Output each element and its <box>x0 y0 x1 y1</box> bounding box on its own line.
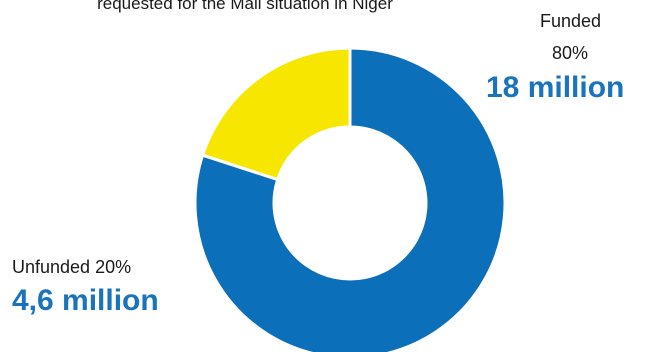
chart-title: requested for the Mali situation in Nige… <box>97 0 393 13</box>
funded-label: Funded <box>540 11 602 31</box>
slice-unfunded <box>200 46 352 182</box>
funded-percent: 80% <box>552 43 589 63</box>
unfunded-label: Unfunded 20% <box>12 257 132 277</box>
unfunded-amount: 4,6 million <box>12 284 159 317</box>
funded-amount: 18 million <box>486 71 625 104</box>
slice-funded <box>193 46 507 352</box>
